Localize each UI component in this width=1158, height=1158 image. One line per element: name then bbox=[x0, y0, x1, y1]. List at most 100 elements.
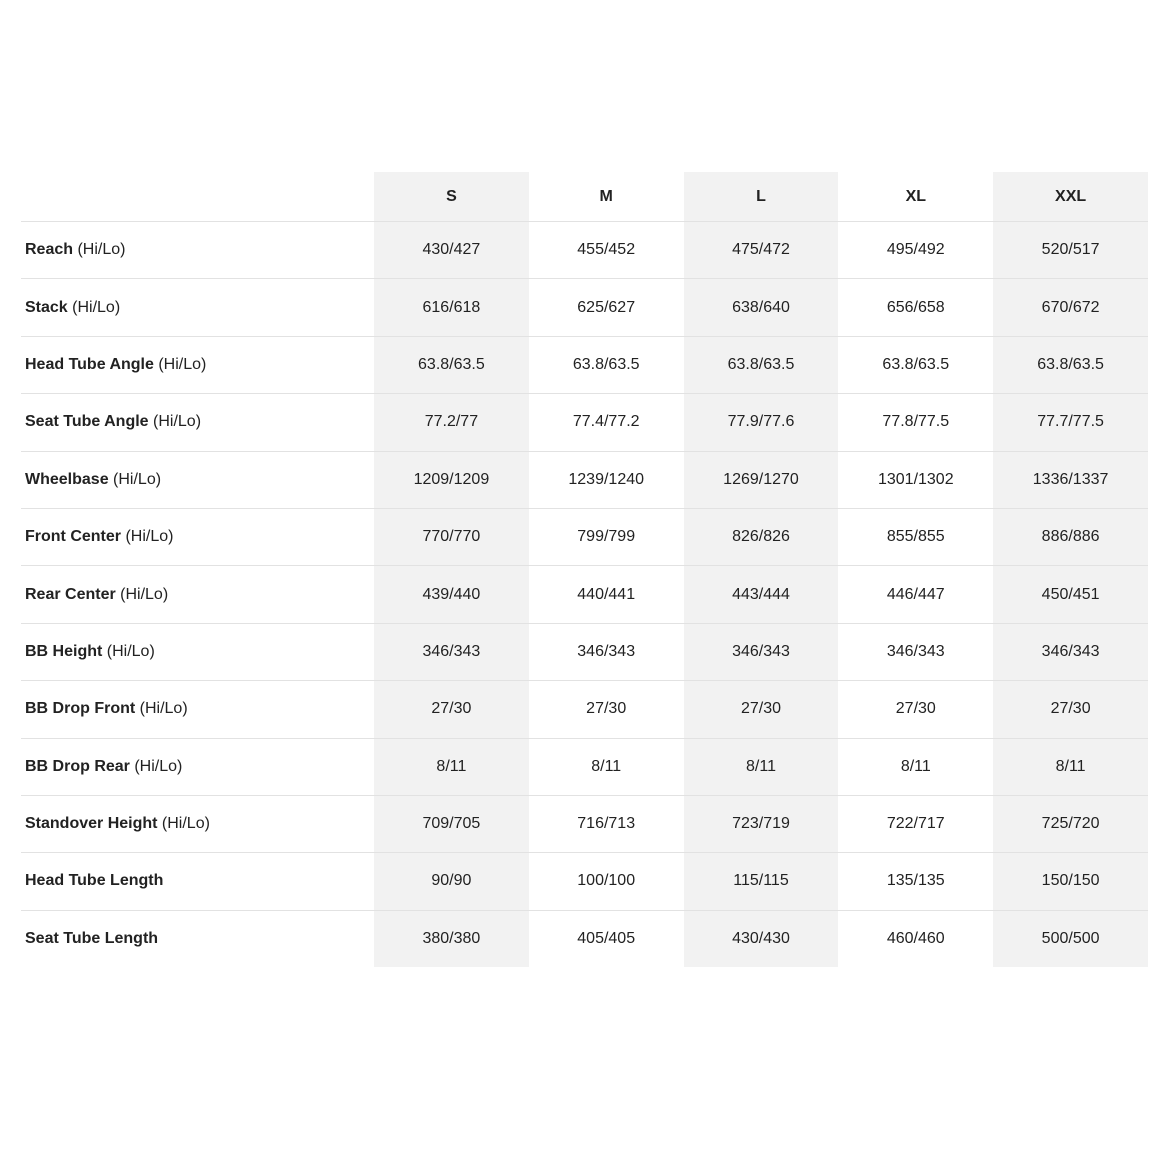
cell-value: 799/799 bbox=[528, 507, 684, 566]
cell-value: 886/886 bbox=[993, 507, 1148, 566]
cell-value: 460/460 bbox=[838, 909, 994, 968]
cell-value: 440/441 bbox=[528, 565, 684, 624]
cell-value: 446/447 bbox=[838, 565, 994, 624]
cell-value: 455/452 bbox=[528, 220, 684, 279]
row-label: Standover Height (Hi/Lo) bbox=[21, 794, 374, 853]
header-row: S M L XL XXL bbox=[21, 172, 1148, 222]
row-label-name: BB Drop Rear bbox=[25, 757, 130, 775]
table-row: Reach (Hi/Lo) 430/427 455/452 475/472 495/49… bbox=[21, 220, 1148, 279]
table-row: BB Drop Rear (Hi/Lo) 8/11 8/11 8/11 8/11 8/11 bbox=[21, 737, 1148, 796]
cell-value: 855/855 bbox=[838, 507, 994, 566]
row-label-suffix: (Hi/Lo) bbox=[67, 298, 121, 316]
cell-value: 135/135 bbox=[838, 852, 994, 911]
row-label: Stack (Hi/Lo) bbox=[21, 278, 374, 337]
cell-value: 63.8/63.5 bbox=[374, 335, 529, 394]
cell-value: 380/380 bbox=[374, 909, 529, 968]
row-label-name: Wheelbase bbox=[25, 470, 109, 488]
cell-value: 656/658 bbox=[838, 278, 994, 337]
cell-value: 27/30 bbox=[374, 680, 529, 739]
cell-value: 100/100 bbox=[528, 852, 684, 911]
cell-value: 27/30 bbox=[528, 680, 684, 739]
table-row: BB Height (Hi/Lo) 346/343 346/343 346/343 34… bbox=[21, 622, 1148, 681]
cell-value: 725/720 bbox=[993, 794, 1148, 853]
cell-value: 8/11 bbox=[683, 737, 839, 796]
row-label-name: Rear Center bbox=[25, 585, 116, 603]
row-label-suffix: (Hi/Lo) bbox=[153, 355, 207, 373]
row-label: Wheelbase (Hi/Lo) bbox=[21, 450, 374, 509]
row-label-suffix: (Hi/Lo) bbox=[129, 757, 183, 775]
cell-value: 346/343 bbox=[993, 622, 1148, 681]
cell-value: 8/11 bbox=[528, 737, 684, 796]
cell-value: 495/492 bbox=[838, 220, 994, 279]
row-label-name: Front Center bbox=[25, 528, 121, 546]
cell-value: 77.9/77.6 bbox=[683, 393, 839, 452]
row-label-name: Head Tube Angle bbox=[25, 355, 154, 373]
cell-value: 77.4/77.2 bbox=[528, 393, 684, 452]
row-label: Front Center (Hi/Lo) bbox=[21, 507, 374, 566]
cell-value: 770/770 bbox=[374, 507, 529, 566]
cell-value: 430/430 bbox=[683, 909, 839, 968]
table-row: BB Drop Front (Hi/Lo) 27/30 27/30 27/30 27/3… bbox=[21, 680, 1148, 739]
geometry-table: S M L XL XXL Reach (Hi/Lo) 430/427 455/452 475/… bbox=[21, 172, 1148, 968]
cell-value: 716/713 bbox=[528, 794, 684, 853]
row-label-name: Standover Height bbox=[25, 815, 158, 833]
cell-value: 1269/1270 bbox=[683, 450, 839, 509]
cell-value: 77.8/77.5 bbox=[838, 393, 994, 452]
cell-value: 150/150 bbox=[993, 852, 1148, 911]
cell-value: 63.8/63.5 bbox=[683, 335, 839, 394]
table-row: Standover Height (Hi/Lo) 709/705 716/713 72… bbox=[21, 794, 1148, 853]
cell-value: 500/500 bbox=[993, 909, 1148, 968]
table-row: Wheelbase (Hi/Lo) 1209/1209 1239/1240 1269/… bbox=[21, 450, 1148, 509]
row-label-suffix: (Hi/Lo) bbox=[115, 585, 169, 603]
cell-value: 405/405 bbox=[528, 909, 684, 968]
table-row: Head Tube Length 90/90 100/100 115/115 135/1… bbox=[21, 852, 1148, 911]
cell-value: 8/11 bbox=[838, 737, 994, 796]
cell-value: 346/343 bbox=[838, 622, 994, 681]
row-label-suffix: (Hi/Lo) bbox=[148, 413, 202, 431]
row-label-suffix: (Hi/Lo) bbox=[135, 700, 188, 718]
cell-value: 27/30 bbox=[993, 680, 1148, 739]
row-label-suffix: (Hi/Lo) bbox=[108, 470, 162, 488]
column-header-xxl: XXL bbox=[993, 172, 1148, 222]
cell-value: 670/672 bbox=[993, 278, 1148, 337]
table-row: Seat Tube Length 380/380 405/405 430/430 460… bbox=[21, 909, 1148, 968]
cell-value: 8/11 bbox=[993, 737, 1148, 796]
cell-value: 27/30 bbox=[683, 680, 839, 739]
cell-value: 1336/1337 bbox=[993, 450, 1148, 509]
cell-value: 8/11 bbox=[374, 737, 529, 796]
row-label-name: BB Drop Front bbox=[25, 700, 136, 718]
row-label: Head Tube Length bbox=[21, 852, 374, 911]
cell-value: 1239/1240 bbox=[528, 450, 684, 509]
column-header-xl: XL bbox=[905, 187, 927, 205]
table-row: Rear Center (Hi/Lo) 439/440 440/441 443/444… bbox=[21, 565, 1148, 624]
cell-value: 439/440 bbox=[374, 565, 529, 624]
cell-value: 63.8/63.5 bbox=[528, 335, 684, 394]
cell-value: 346/343 bbox=[528, 622, 684, 681]
table-row: Front Center (Hi/Lo) 770/770 799/799 826/82… bbox=[21, 507, 1148, 566]
row-label: Reach (Hi/Lo) bbox=[21, 220, 374, 279]
row-label-name: BB Height bbox=[25, 642, 103, 660]
row-label: Head Tube Angle (Hi/Lo) bbox=[21, 335, 374, 394]
cell-value: 722/717 bbox=[838, 794, 994, 853]
row-label: Seat Tube Length bbox=[21, 909, 374, 968]
header-empty bbox=[21, 172, 374, 222]
row-label-name: Seat Tube Angle bbox=[25, 413, 149, 431]
row-label: Seat Tube Angle (Hi/Lo) bbox=[21, 393, 374, 452]
cell-value: 709/705 bbox=[374, 794, 529, 853]
cell-value: 520/517 bbox=[993, 220, 1148, 279]
row-label-suffix: (Hi/Lo) bbox=[121, 528, 174, 546]
cell-value: 723/719 bbox=[683, 794, 839, 853]
cell-value: 443/444 bbox=[683, 565, 839, 624]
cell-value: 430/427 bbox=[374, 220, 529, 279]
column-header-s: S bbox=[374, 172, 529, 222]
cell-value: 63.8/63.5 bbox=[993, 335, 1148, 394]
row-label-suffix: (Hi/Lo) bbox=[73, 241, 126, 259]
row-label-name: Seat Tube Length bbox=[25, 929, 159, 947]
row-label-name: Reach bbox=[25, 241, 74, 259]
cell-value: 826/826 bbox=[683, 507, 839, 566]
row-label-name: Head Tube Length bbox=[25, 872, 164, 890]
cell-value: 1301/1302 bbox=[838, 450, 994, 509]
table-row: Stack (Hi/Lo) 616/618 625/627 638/640 656/65… bbox=[21, 278, 1148, 337]
row-label: BB Height (Hi/Lo) bbox=[21, 622, 374, 681]
cell-value: 63.8/63.5 bbox=[838, 335, 994, 394]
